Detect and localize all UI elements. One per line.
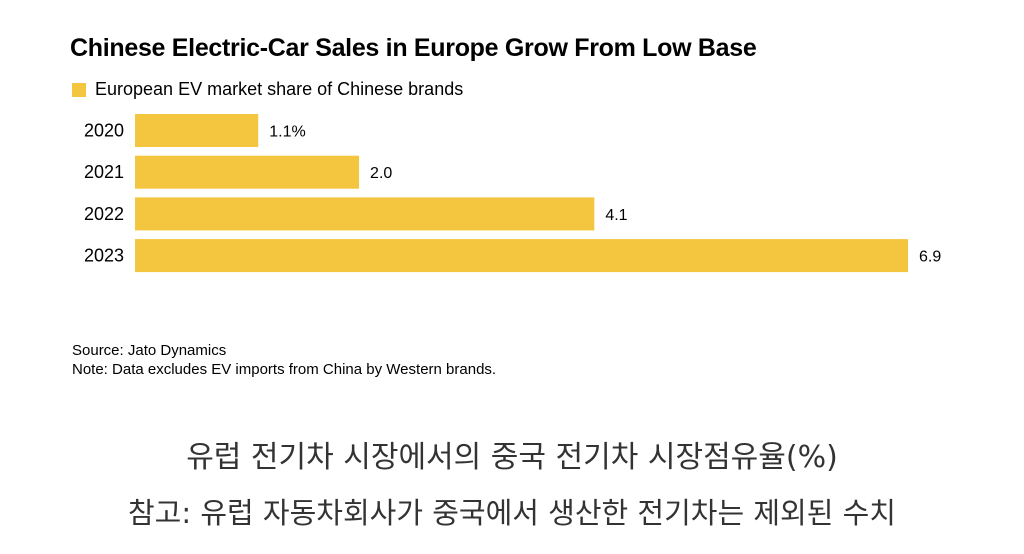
korean-caption-note: 참고: 유럽 자동차회사가 중국에서 생산한 전기차는 제외된 수치 xyxy=(128,496,896,530)
value-label-2023: 6.9 xyxy=(919,249,941,266)
chart-notes: Source: Jato Dynamics Note: Data exclude… xyxy=(72,341,496,379)
category-label-2020: 2020 xyxy=(84,121,124,141)
category-label-2023: 2023 xyxy=(84,246,124,266)
category-label-2022: 2022 xyxy=(84,204,124,224)
bar-2023 xyxy=(135,239,908,273)
korean-caption-title: 유럽 전기차 시장에서의 중국 전기차 시장점유율(%) xyxy=(186,440,838,475)
category-label-2021: 2021 xyxy=(84,162,124,182)
value-label-2022: 4.1 xyxy=(605,207,627,224)
bar-2020 xyxy=(135,114,259,147)
value-label-2021: 2.0 xyxy=(370,165,392,182)
legend-swatch xyxy=(72,82,86,97)
bar-2022 xyxy=(135,197,595,231)
bar-2021 xyxy=(135,155,360,189)
source-note: Source: Jato Dynamics xyxy=(72,342,227,359)
data-note: Note: Data excludes EV imports from Chin… xyxy=(72,361,497,378)
chart-legend: European EV market share of Chinese bran… xyxy=(72,79,463,100)
legend-label: European EV market share of Chinese bran… xyxy=(95,79,464,99)
chart-title: Chinese Electric-Car Sales in Europe Gro… xyxy=(70,34,757,62)
value-label-2020: 1.1% xyxy=(269,124,305,141)
